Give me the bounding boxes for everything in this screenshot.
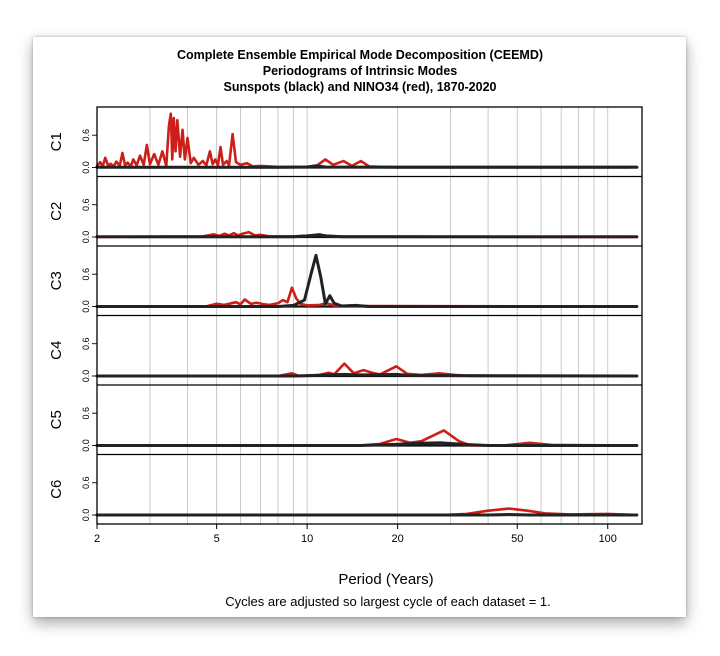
panel-c5: 0.0 0.6 C5 (48, 407, 639, 452)
chart-title: Complete Ensemble Empirical Mode Decompo… (177, 48, 543, 94)
x-tick-label: 2 (94, 533, 100, 545)
title-line-1: Complete Ensemble Empirical Mode Decompo… (177, 48, 543, 62)
panel-c3: 0.0 0.6 C3 (48, 253, 639, 313)
x-axis-label: Period (Years) (338, 571, 433, 588)
title-line-3: Sunspots (black) and NINO34 (red), 1870-… (223, 80, 496, 94)
y-tick-label: 0.0 (81, 370, 91, 383)
y-tick-label: 0.0 (81, 509, 91, 522)
panel-label: C3 (48, 271, 65, 290)
panel-label: C4 (48, 341, 65, 360)
plot-frame (96, 106, 643, 525)
y-tick-label: 0.0 (81, 231, 91, 244)
y-tick-label: 0.0 (81, 161, 91, 174)
nino34-line (95, 112, 639, 169)
panel-label: C1 (48, 132, 65, 151)
chart-frame: Complete Ensemble Empirical Mode Decompo… (33, 37, 686, 617)
y-tick-label: 0.0 (81, 300, 91, 313)
sunspots-line (95, 372, 639, 378)
nino34-line (95, 429, 639, 447)
sunspots-line (95, 164, 639, 169)
x-tick-label: 50 (511, 533, 523, 545)
title-line-2: Periodograms of Intrinsic Modes (263, 64, 458, 78)
x-tick-label: 5 (214, 533, 220, 545)
footnote: Cycles are adjusted so largest cycle of … (225, 594, 551, 609)
nino34-line (95, 286, 639, 308)
panel-label: C6 (48, 480, 65, 499)
y-tick-label: 0.6 (81, 476, 91, 489)
sunspots-line (95, 441, 639, 447)
x-tick-label: 100 (599, 533, 617, 545)
chart-svg: Complete Ensemble Empirical Mode Decompo… (48, 48, 643, 609)
y-tick-label: 0.6 (81, 337, 91, 350)
sunspots-line (95, 512, 639, 517)
y-tick-label: 0.6 (81, 198, 91, 211)
x-tick-label: 10 (301, 533, 313, 545)
y-tick-label: 0.6 (81, 268, 91, 281)
y-tick-label: 0.0 (81, 439, 91, 452)
panel-c1: 0.0 0.6 C1 (48, 112, 639, 174)
sunspots-line (95, 253, 639, 308)
y-tick-label: 0.6 (81, 407, 91, 420)
panel-label: C2 (48, 202, 65, 221)
sunspots-line (95, 233, 639, 239)
panels: 0.0 0.6 C1 0.0 0.6 C2 0.0 0.6 C3 0.0 0.6 C4 0.0 0.6 C5… (48, 112, 639, 522)
panel-c6: 0.0 0.6 C6 (48, 476, 639, 522)
panel-label: C5 (48, 410, 65, 429)
panel-c4: 0.0 0.6 C4 (48, 337, 639, 383)
x-tick-label: 20 (391, 533, 403, 545)
panel-c2: 0.0 0.6 C2 (48, 198, 639, 244)
y-tick-label: 0.6 (81, 129, 91, 142)
x-axis: 2 5 10 20 50 100 (94, 524, 617, 545)
